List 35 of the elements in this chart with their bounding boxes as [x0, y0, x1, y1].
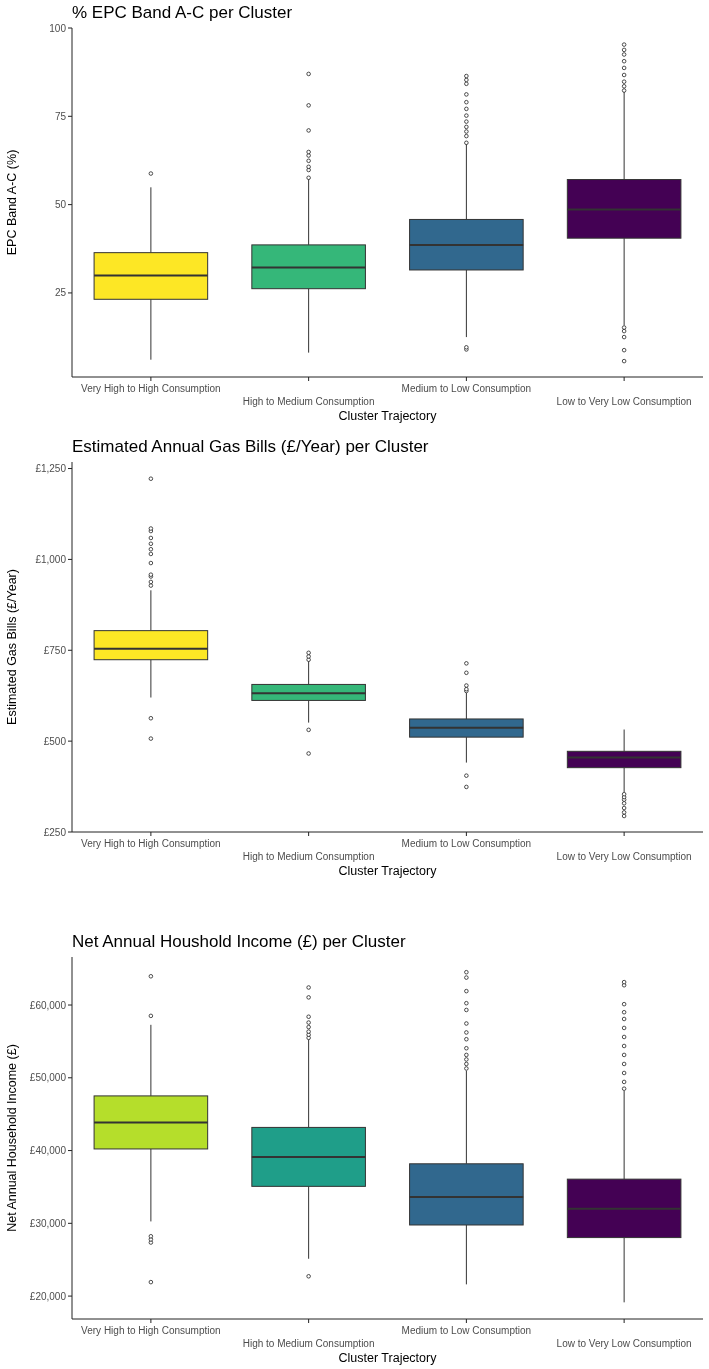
- chart-title: Net Annual Houshold Income (£) per Cluster: [72, 932, 406, 951]
- x-tick-label: Medium to Low Consumption: [401, 383, 532, 394]
- y-tick-label: £1,250: [35, 463, 67, 475]
- chart-title: % EPC Band A-C per Cluster: [72, 3, 293, 22]
- x-axis-title: Cluster Trajectory: [338, 864, 438, 878]
- y-axis-title: Estimated Gas Bills (£/Year): [5, 569, 19, 725]
- x-tick-label: Medium to Low Consumption: [401, 838, 532, 849]
- x-tick-label: High to Medium Consumption: [242, 851, 375, 862]
- y-tick-label: 75: [54, 110, 67, 122]
- y-tick-label: 50: [54, 199, 67, 211]
- y-tick-label: £50,000: [29, 1072, 67, 1084]
- y-tick-label: £30,000: [29, 1217, 67, 1229]
- y-axis-title: Net Annual Household Income (£): [5, 1044, 19, 1232]
- y-tick-label: £40,000: [29, 1145, 67, 1157]
- y-tick-label: 25: [54, 287, 67, 299]
- x-axis-title: Cluster Trajectory: [338, 1351, 438, 1365]
- y-tick-label: £20,000: [29, 1290, 67, 1302]
- y-tick-label: £500: [43, 735, 67, 747]
- x-tick-label: Very High to High Consumption: [81, 383, 221, 394]
- chart-title: Estimated Annual Gas Bills (£/Year) per Cluster: [72, 437, 429, 456]
- x-tick-label: Very High to High Consumption: [81, 838, 221, 849]
- y-tick-label: £750: [43, 644, 67, 656]
- y-axis-title: EPC Band A-C (%): [5, 149, 19, 256]
- x-tick-label: Low to Very Low Consumption: [556, 851, 692, 862]
- x-axis-title: Cluster Trajectory: [338, 409, 438, 423]
- y-tick-label: 100: [49, 22, 67, 34]
- y-tick-label: £1,000: [35, 553, 67, 565]
- y-tick-label: £250: [43, 826, 67, 838]
- x-tick-label: Low to Very Low Consumption: [556, 1338, 692, 1349]
- x-tick-label: High to Medium Consumption: [242, 396, 375, 407]
- y-tick-label: £60,000: [29, 999, 67, 1011]
- x-tick-label: High to Medium Consumption: [242, 1338, 375, 1349]
- x-tick-label: Low to Very Low Consumption: [556, 396, 692, 407]
- x-tick-label: Very High to High Consumption: [81, 1325, 221, 1336]
- x-tick-label: Medium to Low Consumption: [401, 1325, 532, 1336]
